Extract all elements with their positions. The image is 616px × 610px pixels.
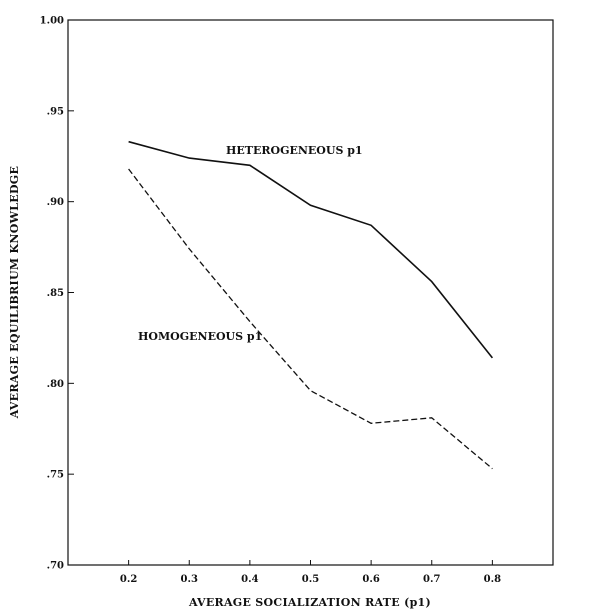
y-tick-label: .80 [47, 379, 64, 390]
y-axis-title: AVERAGE EQUILIBRIUM KNOWLEDGE [8, 166, 21, 419]
y-tick-label: .90 [47, 197, 64, 208]
series-line-homogeneous [128, 168, 493, 470]
series-layer [128, 140, 494, 470]
series-line-heterogeneous [128, 140, 494, 359]
x-tick-label: 0.5 [302, 574, 319, 585]
x-tick-label: 0.2 [120, 574, 137, 585]
y-tick-label: 1.00 [40, 16, 64, 27]
y-tick-label: .75 [47, 470, 64, 481]
x-axis: 0.2 0.3 0.4 0.5 0.6 0.7 0.8 [120, 560, 501, 585]
plot-frame [67, 19, 554, 566]
y-axis: .70 .75 .80 .85 .90 .95 1.00 [40, 16, 74, 572]
x-tick-label: 0.6 [362, 574, 379, 585]
y-tick-label: .70 [47, 561, 64, 572]
x-tick-label: 0.4 [241, 574, 258, 585]
x-tick-label: 0.7 [423, 574, 440, 585]
x-tick-label: 0.3 [181, 574, 198, 585]
y-tick-label: .85 [47, 288, 64, 299]
series-label-homogeneous: HOMOGENEOUS p1 [138, 330, 262, 343]
series-label-heterogeneous: HETEROGENEOUS p1 [226, 144, 363, 157]
y-tick-label: .95 [47, 106, 64, 117]
x-axis-title: AVERAGE SOCIALIZATION RATE (p1) [188, 596, 431, 609]
x-tick-label: 0.8 [484, 574, 501, 585]
